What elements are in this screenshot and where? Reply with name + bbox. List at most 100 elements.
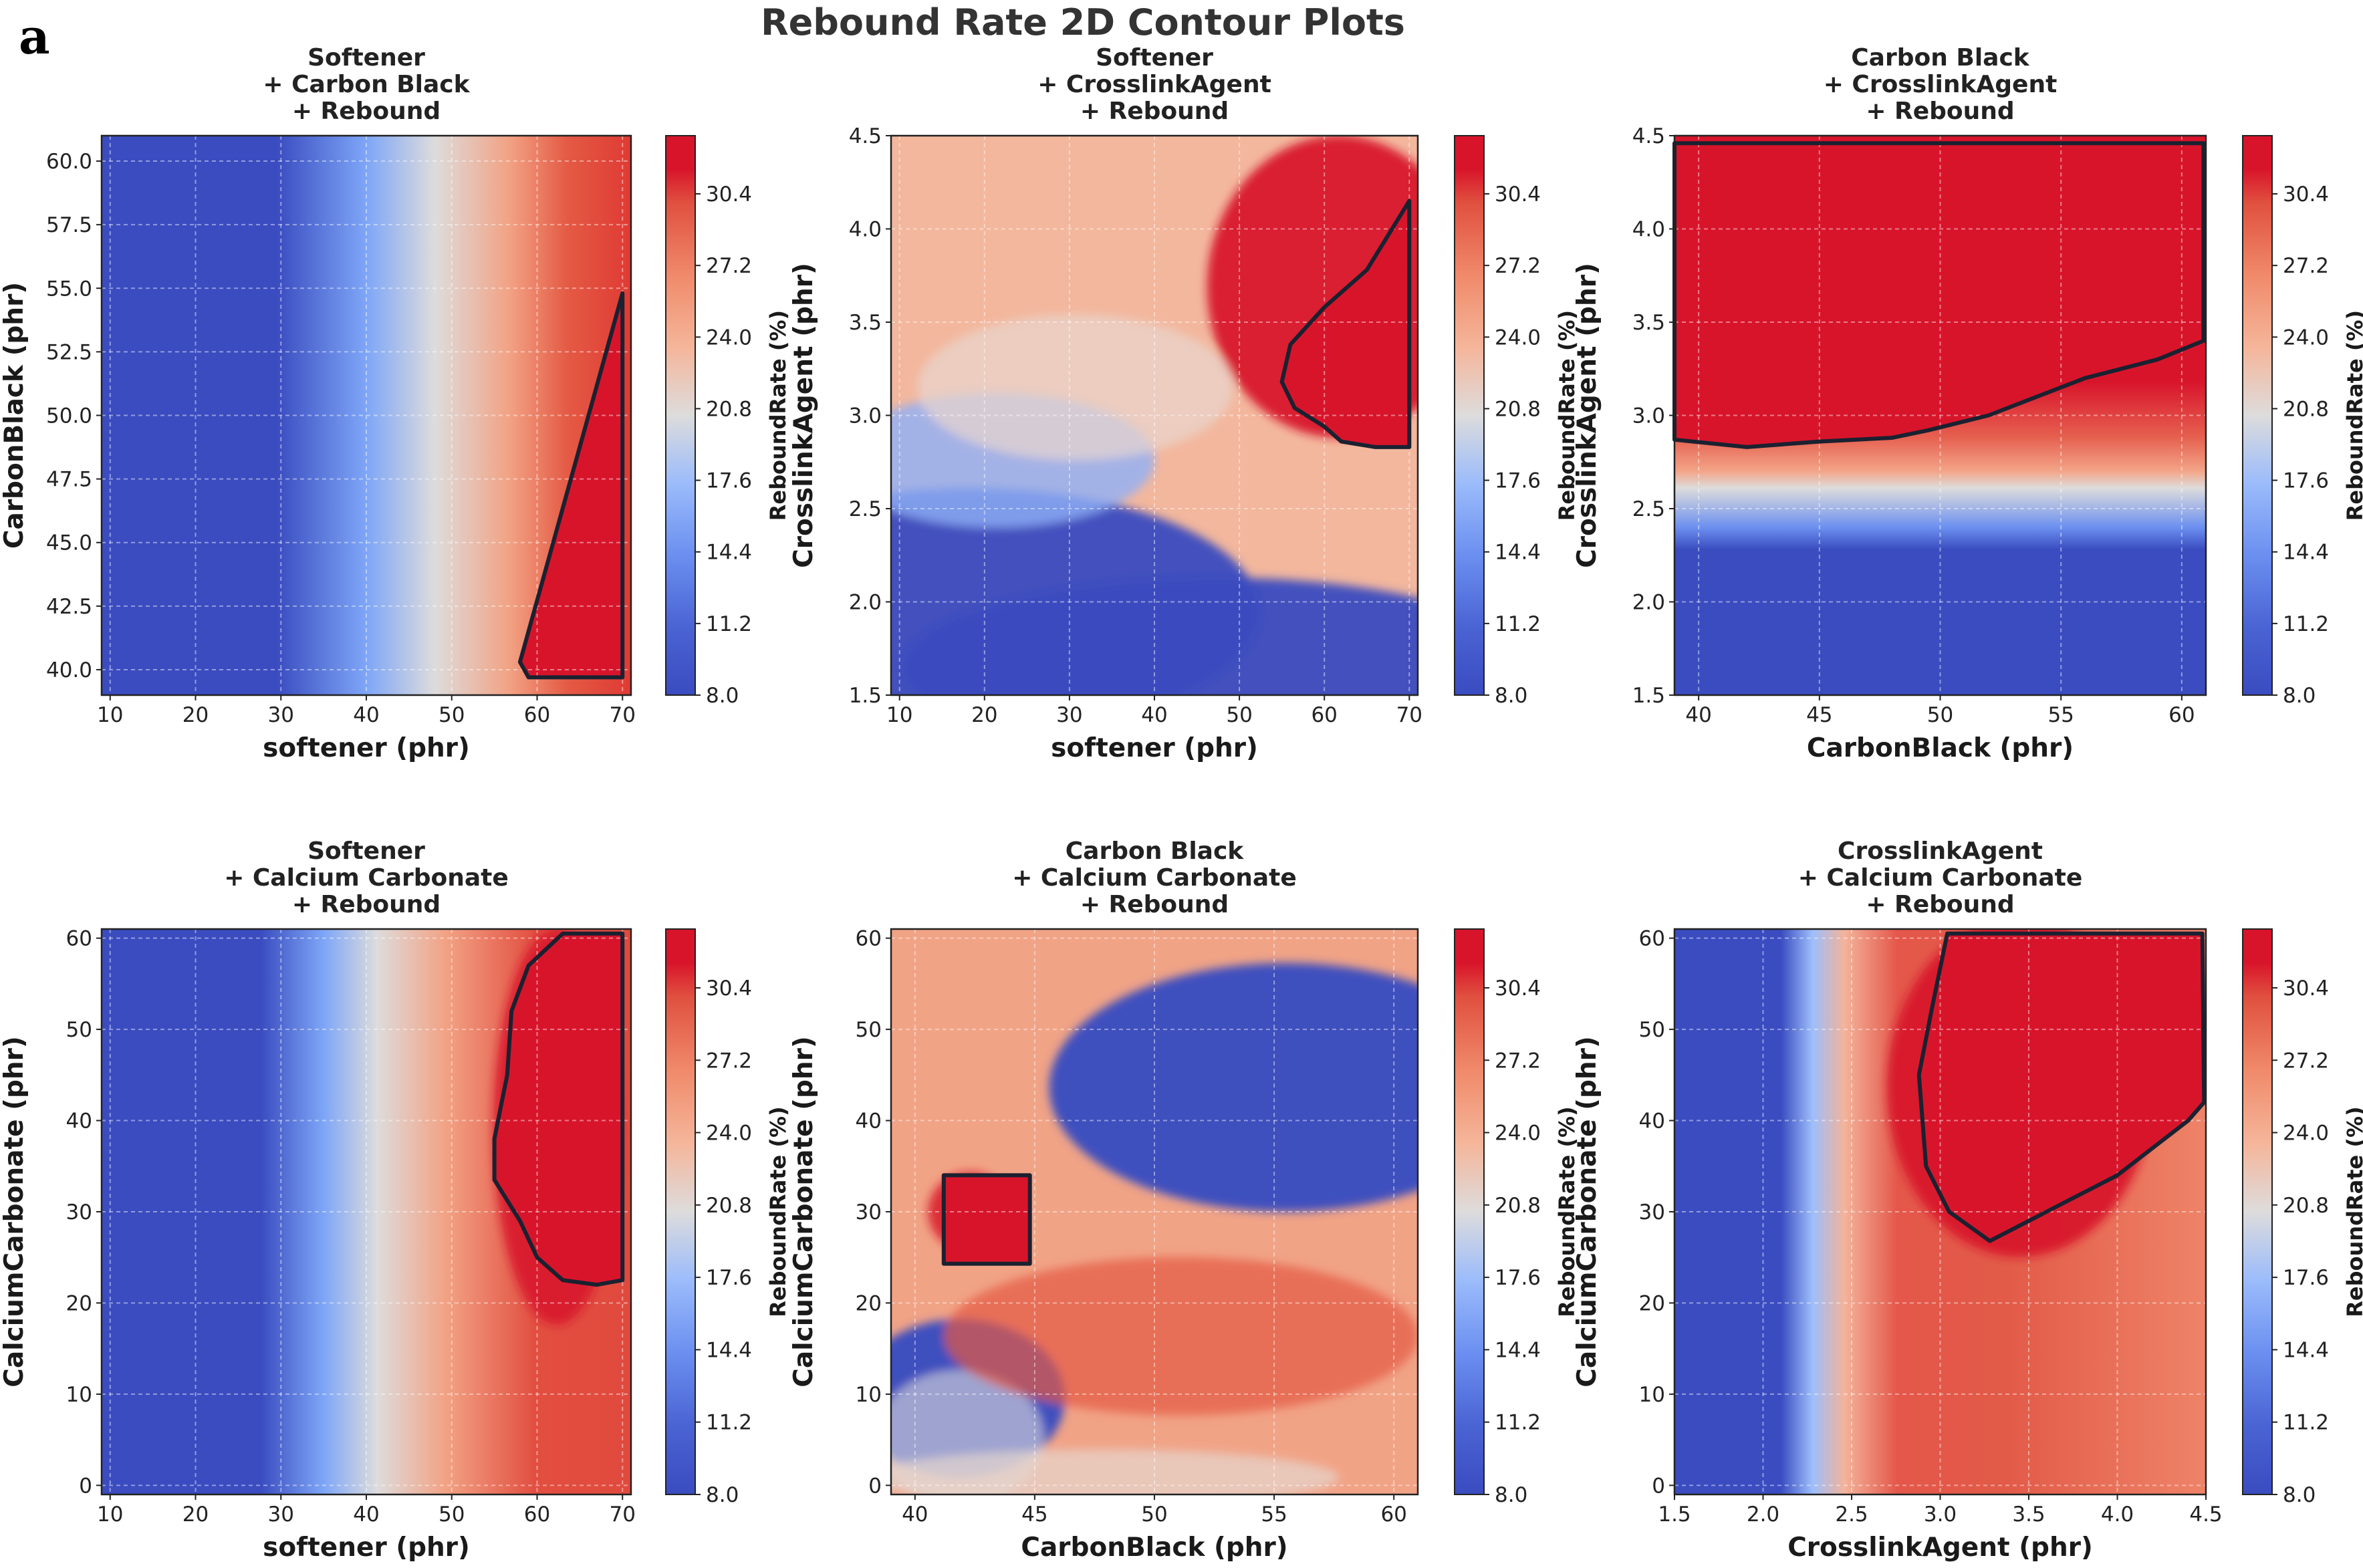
y-tick-label: 20 — [66, 1291, 92, 1315]
colorbar-gradient — [1454, 135, 1485, 696]
y-tick-label: 50 — [856, 1018, 882, 1042]
x-tick-label: 60 — [524, 1502, 550, 1527]
colorbar-label: ReboundRate (%) — [765, 310, 791, 521]
y-tick-label: 3.5 — [1632, 311, 1665, 335]
y-tick-label: 0 — [79, 1474, 92, 1498]
colorbar: 8.0 11.2 14.4 17.6 20.8 24.0 27.2 30.4 ReboundRa… — [665, 928, 791, 1507]
colorbar: 8.0 11.2 14.4 17.6 20.8 24.0 27.2 30.4 ReboundRa… — [1454, 928, 1580, 1507]
x-tick-label: 40 — [353, 703, 379, 727]
colorbar-tick-label: 27.2 — [1495, 254, 1541, 278]
panel-title-line: + CrosslinkAgent — [1824, 71, 2058, 98]
colorbar-tick-label: 17.6 — [2283, 469, 2329, 493]
colorbar-tick-label: 24.0 — [1495, 325, 1541, 350]
optimal-region-fill — [1281, 201, 1410, 447]
y-tick-label: 1.5 — [1632, 684, 1665, 708]
colorbar-tick-label: 24.0 — [2283, 325, 2329, 350]
y-tick-label: 4.0 — [1632, 218, 1665, 242]
colorbar-label: ReboundRate (%) — [1554, 310, 1580, 521]
panel-title-line: + Rebound — [1866, 98, 2014, 125]
colorbar-label: ReboundRate (%) — [2342, 1106, 2363, 1317]
y-tick-label: 2.0 — [849, 591, 882, 615]
panel-title-line: Softener — [307, 44, 425, 72]
colorbar: 8.0 11.2 14.4 17.6 20.8 24.0 27.2 30.4 ReboundRa… — [665, 135, 791, 708]
colorbar-tick-label: 24.0 — [1495, 1122, 1541, 1146]
y-tick-label: 42.5 — [46, 595, 92, 619]
x-axis-label: softener (phr) — [263, 1533, 470, 1563]
colorbar-tick-label: 14.4 — [1495, 541, 1541, 565]
optimal-region-outline — [941, 1173, 1032, 1266]
colorbar-tick-label: 27.2 — [1495, 1049, 1541, 1073]
x-axis-label: softener (phr) — [263, 733, 470, 763]
colorbar-tick-label: 14.4 — [2283, 1338, 2329, 1362]
x-tick-label: 70 — [609, 1502, 635, 1527]
x-tick-label: 10 — [97, 703, 123, 727]
y-tick-label: 52.5 — [46, 340, 92, 364]
colorbar-tick-label: 17.6 — [1495, 469, 1541, 493]
y-tick-label: 4.5 — [849, 124, 882, 148]
y-axis-label: CrosslinkAgent (phr) — [1572, 263, 1602, 568]
x-tick-label: 70 — [609, 703, 635, 727]
colorbar-tick-label: 8.0 — [706, 1483, 739, 1507]
colorbar-tick-label: 8.0 — [2283, 1483, 2316, 1507]
y-tick-label: 10 — [66, 1383, 92, 1407]
panel-title-line: + Calcium Carbonate — [1012, 864, 1297, 892]
panel-title-line: + Rebound — [1080, 98, 1229, 125]
y-axis-label: CalciumCarbonate (phr) — [0, 1036, 29, 1387]
colorbar-tick-label: 17.6 — [706, 1266, 752, 1290]
x-tick-label: 50 — [439, 703, 465, 727]
colorbar-tick-label: 20.8 — [706, 1194, 752, 1218]
y-tick-label: 55.0 — [46, 277, 92, 301]
y-tick-label: 40 — [66, 1109, 92, 1134]
optimal-region-outline — [1672, 141, 2206, 449]
x-tick-label: 60 — [524, 703, 550, 727]
y-tick-label: 40.0 — [46, 658, 92, 682]
x-tick-label: 60 — [1311, 703, 1337, 727]
optimal-region-fill — [1674, 143, 2204, 447]
x-tick-label: 3.0 — [1924, 1502, 1957, 1527]
x-axis-label: softener (phr) — [1051, 733, 1258, 763]
x-tick-label: 60 — [1380, 1502, 1406, 1527]
colorbar-tick-label: 8.0 — [1495, 684, 1527, 708]
x-tick-label: 30 — [268, 703, 294, 727]
y-axis-label: CrosslinkAgent (phr) — [789, 263, 819, 568]
optimal-region-outline — [517, 291, 625, 680]
panel-title-line: Carbon Black — [1851, 44, 2030, 72]
x-tick-label: 45 — [1021, 1502, 1047, 1527]
y-tick-label: 3.0 — [849, 404, 882, 428]
y-tick-label: 10 — [1639, 1383, 1665, 1407]
x-tick-label: 4.0 — [2101, 1502, 2134, 1527]
panel-title-line: + Rebound — [292, 891, 441, 918]
colorbar-tick-label: 24.0 — [2283, 1122, 2329, 1146]
panel-letter: a — [19, 8, 50, 65]
colorbar-tick-label: 11.2 — [1495, 612, 1541, 636]
y-tick-label: 0 — [1652, 1474, 1665, 1498]
panel-title-line: + CrosslinkAgent — [1037, 71, 1271, 98]
x-tick-label: 30 — [268, 1502, 294, 1527]
contour-panel-6: 1.5 2.0 2.5 3.0 3.5 4.0 4.5 0 10 20 30 40 50 60 Crossl… — [1572, 837, 2363, 1563]
colorbar-tick-label: 30.4 — [2283, 976, 2329, 1001]
y-tick-label: 2.5 — [1632, 497, 1665, 521]
contour-panel-3: 40 45 50 55 60 1.5 2.0 2.5 3.0 3.5 4.0 4.5 Carbon Bl… — [1572, 44, 2363, 763]
panel-title-line: + Carbon Black — [263, 71, 470, 98]
colorbar-tick-label: 24.0 — [706, 1122, 752, 1146]
y-tick-label: 30 — [1639, 1200, 1665, 1224]
optimal-region-outline — [1916, 931, 2207, 1243]
y-tick-label: 3.5 — [849, 311, 882, 335]
colorbar-label: ReboundRate (%) — [2342, 310, 2363, 521]
x-tick-label: 50 — [1226, 703, 1252, 727]
colorbar-tick-label: 14.4 — [1495, 1338, 1541, 1362]
colorbar-tick-label: 20.8 — [2283, 1194, 2329, 1218]
colorbar-tick-label: 30.4 — [2283, 182, 2329, 207]
optimal-region-fill — [494, 933, 623, 1285]
optimal-region-outline — [1279, 199, 1412, 449]
colorbar-tick-label: 11.2 — [706, 612, 752, 636]
colorbar-gradient — [2242, 135, 2273, 696]
y-tick-label: 40 — [1639, 1109, 1665, 1134]
colorbar-gradient — [1454, 928, 1485, 1495]
colorbar-gradient — [665, 928, 696, 1495]
panel-title-line: + Rebound — [1866, 891, 2014, 918]
colorbar-tick-label: 20.8 — [1495, 1194, 1541, 1218]
x-tick-label: 1.5 — [1658, 1502, 1691, 1527]
colorbar-tick-label: 27.2 — [706, 254, 752, 278]
